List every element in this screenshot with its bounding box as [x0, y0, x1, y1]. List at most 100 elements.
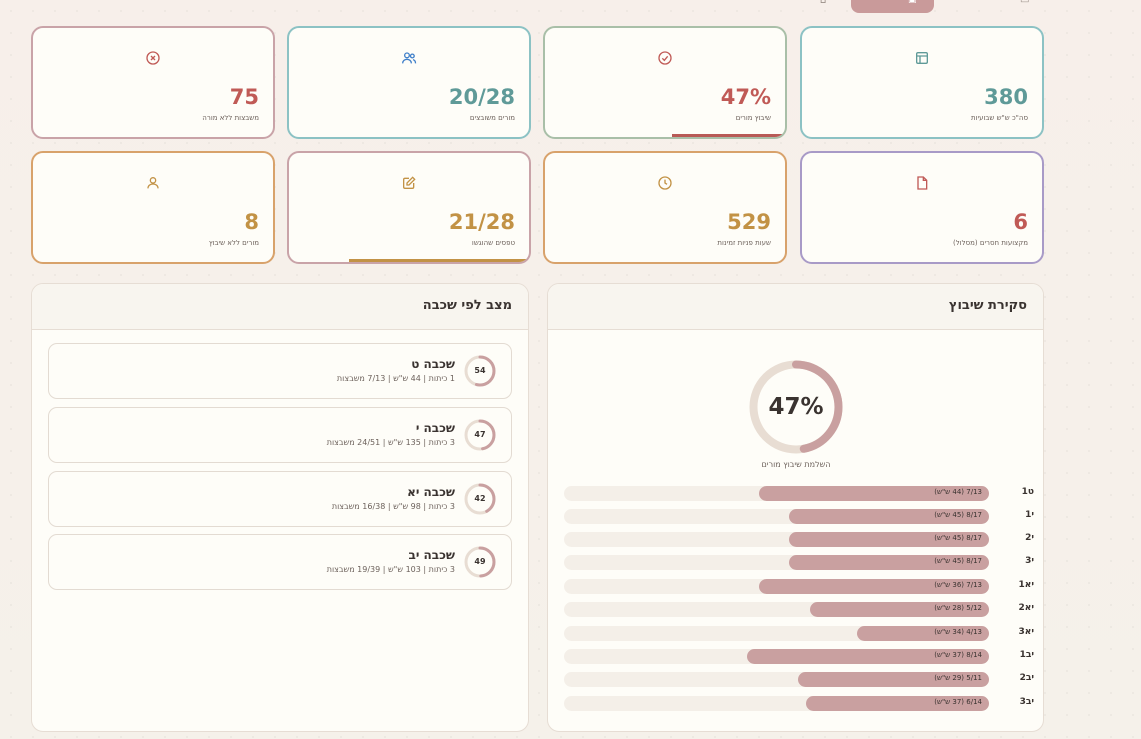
- x-circle-icon: [33, 50, 273, 70]
- class-progress-row: 4/13 (34 ש"ש) יא3: [564, 625, 1034, 641]
- grade-name: שכבה יב: [408, 548, 456, 562]
- class-progress-row: 7/13 (44 ש"ש) ט1: [564, 485, 1034, 501]
- grade-details: 3 כיתות | 98 ש"ש | 16/38 משבצות: [331, 502, 455, 511]
- kpi-card-teacher-assignment: 47% שיבוץ מורים: [543, 26, 787, 139]
- class-label: י3: [1025, 556, 1034, 566]
- progress-text: 4/13 (34 ש"ש): [934, 628, 982, 636]
- file-icon: [802, 175, 1042, 195]
- kpi-label: מקצועות חסרים (מסלול): [952, 239, 1028, 247]
- kpi-value: 8: [244, 210, 259, 234]
- progress-fill: [810, 602, 989, 617]
- grade-progress-ring: [464, 546, 496, 578]
- class-progress-row: 8/17 (45 ש"ש) י3: [564, 554, 1034, 570]
- kpi-card-weekly-hours: 380 סה"כ ש"ש שבועיות: [800, 26, 1044, 139]
- kpi-label: סה"כ ש"ש שבועיות: [971, 114, 1028, 122]
- class-progress-row: 7/13 (36 ש"ש) יא1: [564, 578, 1034, 594]
- ring-fill: [464, 483, 496, 515]
- grade-card[interactable]: 49 שכבה יב 3 כיתות | 103 ש"ש | 19/39 משב…: [48, 534, 512, 590]
- check-circle-icon: [545, 50, 785, 70]
- progress-fill: [759, 486, 989, 501]
- grade-status-panel: מצב לפי שכבה 54 שכבה ט 1 כיתות | 44 ש"ש …: [31, 283, 529, 732]
- kpi-card-missing-subjects: 6 מקצועות חסרים (מסלול): [800, 151, 1044, 264]
- class-progress-row: 8/14 (37 ש"ש) יב1: [564, 648, 1034, 664]
- class-label: י1: [1025, 510, 1034, 520]
- class-label: יב2: [1019, 673, 1034, 683]
- class-progress-row: 6/14 (37 ש"ש) יב3: [564, 695, 1034, 711]
- kpi-value: 20/28: [448, 85, 515, 109]
- grade-details: 3 כיתות | 103 ש"ש | 19/39 משבצות: [326, 565, 455, 574]
- user-icon: [33, 175, 273, 195]
- progress-fill: [806, 696, 989, 711]
- grade-name: שכבה י: [415, 421, 455, 435]
- grade-progress-ring: [464, 483, 496, 515]
- grade-card[interactable]: 42 שכבה יא 3 כיתות | 98 ש"ש | 16/38 משבצ…: [48, 471, 512, 527]
- completion-donut-value: 47%: [768, 394, 824, 420]
- progress-fill: [789, 555, 989, 570]
- grade-details: 1 כיתות | 44 ש"ש | 7/13 משבצות: [336, 374, 455, 383]
- grade-details: 3 כיתות | 135 ש"ש | 24/51 משבצות: [326, 438, 455, 447]
- kpi-value: 380: [984, 85, 1028, 109]
- kpi-value: 21/28: [448, 210, 515, 234]
- grade-progress-ring: [464, 355, 496, 387]
- kpi-label: שיבוץ מורים: [735, 114, 771, 122]
- progress-fill: [747, 649, 989, 664]
- class-label: יב3: [1019, 697, 1034, 707]
- grade-progress-ring: [464, 419, 496, 451]
- class-label: י2: [1025, 533, 1034, 543]
- class-label: יא3: [1018, 627, 1034, 637]
- progress-text: 5/12 (28 ש"ש): [934, 604, 982, 612]
- kpi-value: 75: [229, 85, 259, 109]
- progress-text: 5/11 (29 ש"ש): [934, 674, 982, 682]
- panel-title: מצב לפי שכבה: [32, 284, 528, 330]
- progress-text: 8/17 (45 ש"ש): [934, 534, 982, 542]
- header-active-button[interactable]: ▣: [851, 0, 934, 13]
- ring-fill: [464, 355, 496, 387]
- kpi-label: משבצות ללא מורה: [202, 114, 259, 122]
- header-icon-left[interactable]: ⌂: [820, 0, 827, 6]
- progress-text: 6/14 (37 ש"ש): [934, 698, 982, 706]
- class-label: יא1: [1018, 580, 1034, 590]
- clock-icon: [545, 175, 785, 195]
- grade-ring-value: 42: [474, 494, 486, 503]
- grade-ring-value: 47: [474, 430, 486, 439]
- completion-donut: [749, 360, 843, 454]
- kpi-value: 529: [727, 210, 771, 234]
- grade-card[interactable]: 54 שכבה ט 1 כיתות | 44 ש"ש | 7/13 משבצות: [48, 343, 512, 399]
- grade-name: שכבה ט: [411, 357, 455, 371]
- ring-fill: [464, 546, 496, 578]
- progress-fill: [789, 532, 989, 547]
- class-progress-row: 5/12 (28 ש"ש) יא2: [564, 601, 1034, 617]
- progress-text: 7/13 (36 ש"ש): [934, 581, 982, 589]
- kpi-progress-bar: [349, 259, 529, 262]
- kpi-label: מורים ללא שיבוץ: [208, 239, 259, 247]
- class-progress-row: 8/17 (45 ש"ש) י1: [564, 508, 1034, 524]
- kpi-progress-bar: [672, 134, 785, 137]
- edit-icon: [289, 175, 529, 195]
- kpi-card-assigned-teachers: 20/28 מורים משובצים: [287, 26, 531, 139]
- kpi-value: 6: [1013, 210, 1028, 234]
- progress-fill: [857, 626, 989, 641]
- ring-fill: [464, 419, 496, 451]
- header-icon-right[interactable]: ▭: [1020, 0, 1030, 6]
- kpi-card-free-hours: 529 שעות פניות זמינות: [543, 151, 787, 264]
- grade-ring-value: 54: [474, 366, 486, 375]
- kpi-card-forms-submitted: 21/28 טפסים שהוגשו: [287, 151, 531, 264]
- kpi-label: מורים משובצים: [469, 114, 515, 122]
- kpi-card-unassigned-slots: 75 משבצות ללא מורה: [31, 26, 275, 139]
- class-progress-row: 8/17 (45 ש"ש) י2: [564, 531, 1034, 547]
- progress-fill: [789, 509, 989, 524]
- panel-title: סקירת שיבוץ: [548, 284, 1043, 330]
- ring-fill: [749, 360, 843, 454]
- assignment-overview-panel: סקירת שיבוץ 47% השלמת שיבוץ מורים 7/13 (…: [547, 283, 1044, 732]
- class-progress-row: 5/11 (29 ש"ש) יב2: [564, 671, 1034, 687]
- kpi-label: שעות פניות זמינות: [717, 239, 771, 247]
- progress-fill: [798, 672, 989, 687]
- grade-ring-value: 49: [474, 557, 486, 566]
- layout-icon: [802, 50, 1042, 70]
- class-label: יא2: [1018, 603, 1034, 613]
- print-icon: ▣: [908, 0, 917, 5]
- grade-card[interactable]: 47 שכבה י 3 כיתות | 135 ש"ש | 24/51 משבצ…: [48, 407, 512, 463]
- class-label: יב1: [1019, 650, 1034, 660]
- progress-text: 8/17 (45 ש"ש): [934, 557, 982, 565]
- kpi-value: 47%: [720, 85, 771, 109]
